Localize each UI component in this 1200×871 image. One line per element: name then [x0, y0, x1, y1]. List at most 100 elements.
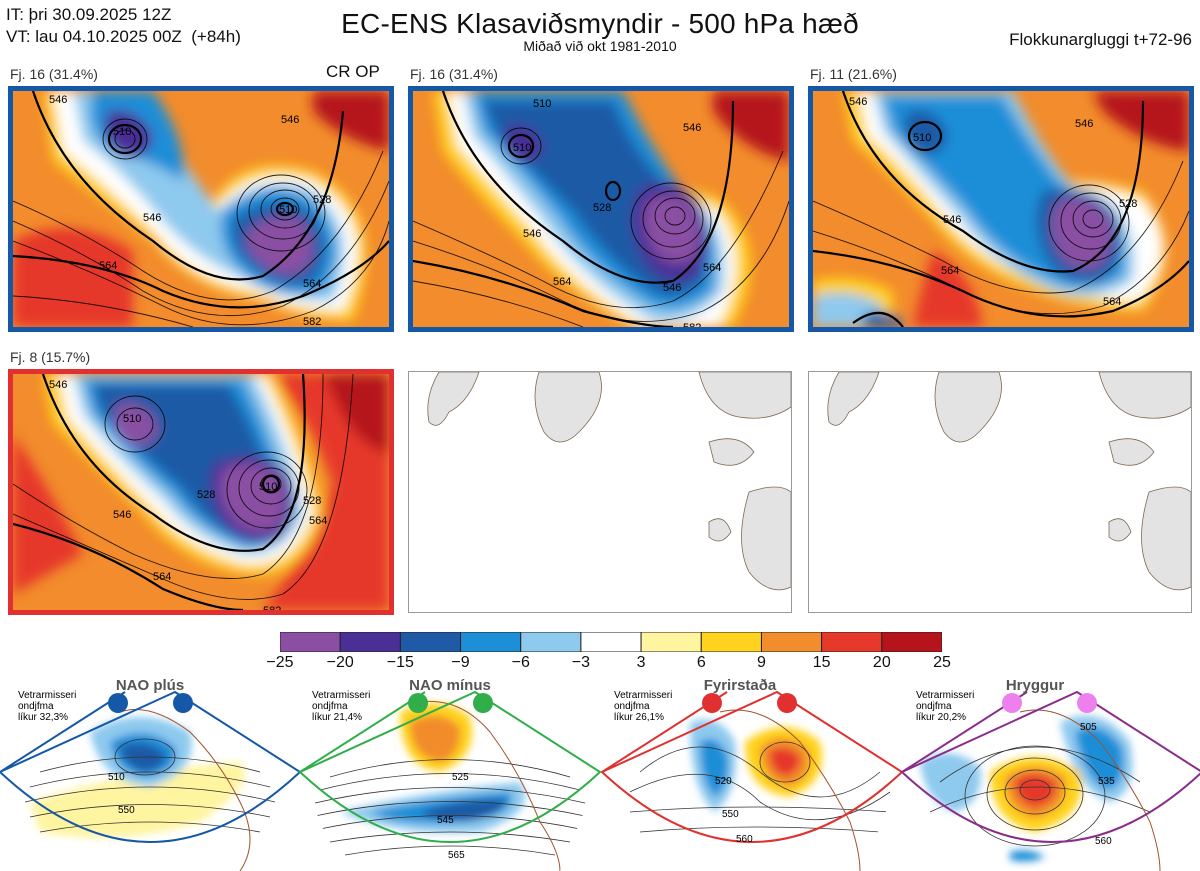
contour-label: 535 [1098, 776, 1115, 787]
colorbar-tick-label: −15 [386, 654, 414, 671]
regime-season: Vetrarmisseri [614, 690, 672, 701]
page-subtitle: Miðað við okt 1981-2010 [523, 38, 677, 54]
empty-map-5 [408, 371, 792, 613]
regime-season: Vetrarmisseri [312, 690, 370, 701]
colorbar-tick-label: 20 [872, 654, 891, 671]
regime-name: NAO mínus [409, 677, 491, 694]
colorbar-swatch [280, 632, 341, 652]
colorbar-swatch [399, 632, 462, 652]
contour-label: 510 [279, 204, 297, 216]
contour-label: 546 [49, 94, 67, 106]
colorbar-swatches [280, 632, 942, 652]
regime-probability: líkur 20,2% [916, 712, 966, 723]
colorbar-swatch [640, 632, 702, 652]
colorbar-tick-label: −9 [451, 654, 470, 671]
contour-label: 582 [303, 316, 321, 327]
contour-label: 564 [309, 515, 327, 527]
contour-label: 528 [303, 495, 321, 507]
contour-label: 564 [1103, 296, 1121, 308]
contour-label: 546 [683, 122, 701, 134]
contour-label: 510 [108, 772, 125, 783]
page-title: EC-ENS Klasaviðsmyndir - 500 hPa hæð [341, 8, 859, 39]
regime-months: ondjfma [916, 701, 952, 712]
contour-label: 546 [113, 509, 131, 521]
contour-label: 546 [1075, 118, 1093, 130]
colorbar-swatch [881, 632, 942, 652]
contour-label: 582 [1071, 326, 1089, 327]
contour-label: 564 [703, 262, 721, 274]
colorbar-tick-label: −20 [326, 654, 354, 671]
cluster-2-label: Fj. 16 (31.4%) [410, 66, 498, 82]
contour-label: 510 [259, 481, 277, 493]
contour-label: 528 [197, 489, 215, 501]
regime-months: ondjfma [18, 701, 54, 712]
contour-label: 550 [118, 805, 135, 816]
colorbar-swatch [460, 632, 522, 652]
cluster-1-tag: CR OP [326, 62, 380, 81]
contour-label: 564 [153, 571, 171, 583]
contour-label: 582 [263, 605, 281, 610]
contour-label: 546 [143, 212, 161, 224]
regime-months: ondjfma [312, 701, 348, 712]
contour-label: 546 [49, 379, 67, 391]
colorbar-tick-label: −25 [266, 654, 294, 671]
contour-label: 546 [281, 114, 299, 126]
colorbar-swatch [339, 632, 401, 652]
regime-months: ondjfma [614, 701, 650, 712]
regime-nao-plus: NAO plús Vetrarmisseri ondjfma líkur 32,… [0, 677, 302, 871]
contour-label: 528 [593, 202, 611, 214]
contour-label: 564 [553, 276, 571, 288]
contour-label: 560 [736, 834, 753, 845]
contour-label: 546 [943, 214, 961, 226]
regime-probability: líkur 26,1% [614, 712, 664, 723]
regime-name: Hryggur [1006, 677, 1065, 694]
regime-name: NAO plús [116, 677, 184, 694]
colorbar-tick-label: −6 [511, 654, 530, 671]
regime-probability: líkur 32,3% [18, 712, 68, 723]
contour-label: 564 [99, 260, 117, 272]
regime-ridge: Hryggur Vetrarmisseri ondjfma líkur 20,2… [900, 677, 1200, 871]
colorbar-swatch [821, 632, 883, 652]
cluster-map-4: 546 510 528 546 564 510 528 564 582 [8, 369, 394, 615]
empty-map-6 [808, 371, 1192, 613]
contour-label: 510 [533, 98, 551, 110]
regime-nao-minus: NAO mínus Vetrarmisseri ondjfma líkur 21… [298, 677, 602, 871]
valid-time: VT: lau 04.10.2025 00Z (+84h) [6, 27, 241, 46]
colorbar-tick-label: 25 [933, 654, 951, 671]
colorbar-swatch [700, 632, 762, 652]
contour-label: 546 [663, 282, 681, 294]
colorbar-swatch [760, 632, 823, 652]
cluster-4-label: Fj. 8 (15.7%) [10, 349, 91, 365]
regime-name: Fyrirstaða [704, 677, 777, 694]
contour-label: 510 [913, 132, 931, 144]
contour-label: 546 [523, 228, 541, 240]
colorbar-tick-label: −3 [571, 654, 591, 671]
colorbar-swatch [520, 632, 582, 652]
regime-season: Vetrarmisseri [18, 690, 76, 701]
contour-label: 510 [113, 126, 131, 138]
regime-probability: líkur 21,4% [312, 712, 362, 723]
contour-label: 520 [715, 776, 732, 787]
colorbar-tick-label: 6 [696, 654, 706, 671]
contour-label: 525 [452, 772, 469, 783]
contour-label: 550 [722, 809, 739, 820]
cluster-3-label: Fj. 11 (21.6%) [810, 66, 897, 82]
cluster-map-1: 546 510 546 528 564 510 546 564 582 [8, 86, 394, 332]
contour-label: 582 [683, 322, 701, 327]
cluster-map-2: 510 510 546 546 528 564 546 564 582 [408, 86, 794, 332]
contour-label: 510 [123, 413, 141, 425]
contour-label: 505 [1080, 722, 1097, 733]
contour-label: 560 [1095, 836, 1112, 847]
contour-label: 545 [437, 815, 454, 826]
contour-label: 564 [941, 265, 959, 277]
colorbar-swatch [580, 632, 642, 652]
contour-label: 564 [303, 278, 321, 290]
contour-label: 546 [849, 96, 867, 108]
classification-window: Flokkunargluggi t+72-96 [1009, 30, 1192, 49]
colorbar: −25 −20 −15 −9 −6 −3 3 6 9 15 20 25 [266, 632, 951, 672]
contour-label: 528 [313, 194, 331, 206]
colorbar-tick-label: 3 [636, 654, 646, 671]
contour-label: 528 [1119, 198, 1137, 210]
contour-label: 565 [448, 850, 465, 861]
colorbar-tick-label: 9 [757, 654, 766, 671]
